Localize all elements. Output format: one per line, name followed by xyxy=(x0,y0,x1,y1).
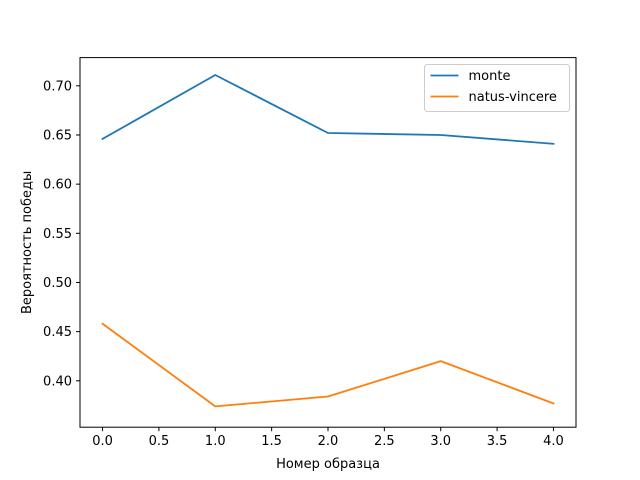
y-axis-label: Вероятность победы xyxy=(20,171,35,314)
legend-box xyxy=(424,64,570,112)
x-tick-label: 4.0 xyxy=(543,434,564,449)
y-tick-label: 0.45 xyxy=(43,325,72,340)
y-tick-label: 0.40 xyxy=(43,374,72,389)
x-tick-label: 2.0 xyxy=(318,434,339,449)
legend-label-monte: monte xyxy=(469,69,511,84)
x-tick-label: 2.5 xyxy=(374,434,395,449)
y-tick-label: 0.50 xyxy=(43,276,72,291)
y-tick-label: 0.70 xyxy=(43,79,72,94)
x-tick-label: 3.5 xyxy=(487,434,508,449)
x-tick-label: 1.0 xyxy=(205,434,226,449)
x-tick-label: 0.5 xyxy=(149,434,170,449)
legend-label-natus-vincere: natus-vincere xyxy=(469,90,557,105)
x-tick-label: 1.5 xyxy=(261,434,282,449)
x-tick-label: 3.0 xyxy=(430,434,451,449)
series-line-monte xyxy=(101,74,555,145)
y-tick-label: 0.55 xyxy=(43,227,72,242)
x-axis-label: Номер образца xyxy=(276,457,380,472)
y-tick-label: 0.65 xyxy=(43,128,72,143)
y-tick-label: 0.60 xyxy=(43,178,72,193)
series-line-natus-vincere xyxy=(101,322,555,408)
legend: monte natus-vincere xyxy=(424,64,570,112)
tick-layer: 0.0 0.5 1.0 1.5 2.0 2.5 3.0 3.5 4.0 0.40 0.45 0.50 0… xyxy=(43,79,564,449)
plot-area xyxy=(101,74,555,408)
x-tick-label: 0.0 xyxy=(92,434,113,449)
